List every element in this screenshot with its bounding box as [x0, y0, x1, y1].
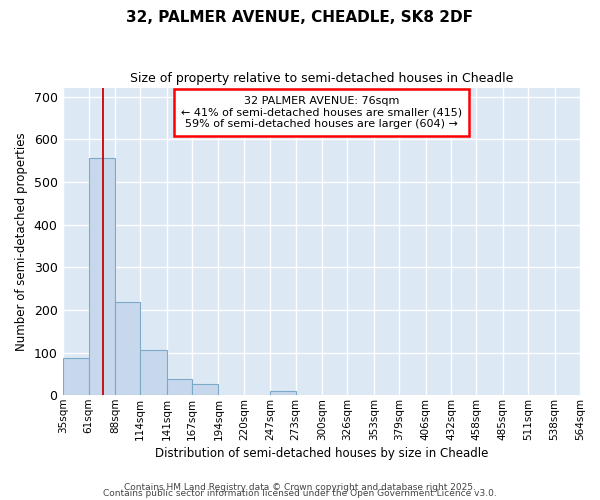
Y-axis label: Number of semi-detached properties: Number of semi-detached properties [15, 132, 28, 351]
Text: 32, PALMER AVENUE, CHEADLE, SK8 2DF: 32, PALMER AVENUE, CHEADLE, SK8 2DF [127, 10, 473, 25]
Bar [167, 379, 192, 395]
Bar [140, 350, 167, 395]
X-axis label: Distribution of semi-detached houses by size in Cheadle: Distribution of semi-detached houses by … [155, 447, 488, 460]
Text: Contains public sector information licensed under the Open Government Licence v3: Contains public sector information licen… [103, 490, 497, 498]
Title: Size of property relative to semi-detached houses in Cheadle: Size of property relative to semi-detach… [130, 72, 513, 86]
Bar [89, 158, 115, 395]
Text: 32 PALMER AVENUE: 76sqm
← 41% of semi-detached houses are smaller (415)
59% of s: 32 PALMER AVENUE: 76sqm ← 41% of semi-de… [181, 96, 462, 129]
Text: Contains HM Land Registry data © Crown copyright and database right 2025.: Contains HM Land Registry data © Crown c… [124, 483, 476, 492]
Bar [115, 302, 140, 395]
Bar [63, 358, 89, 395]
Bar [270, 391, 296, 395]
Bar [192, 384, 218, 395]
